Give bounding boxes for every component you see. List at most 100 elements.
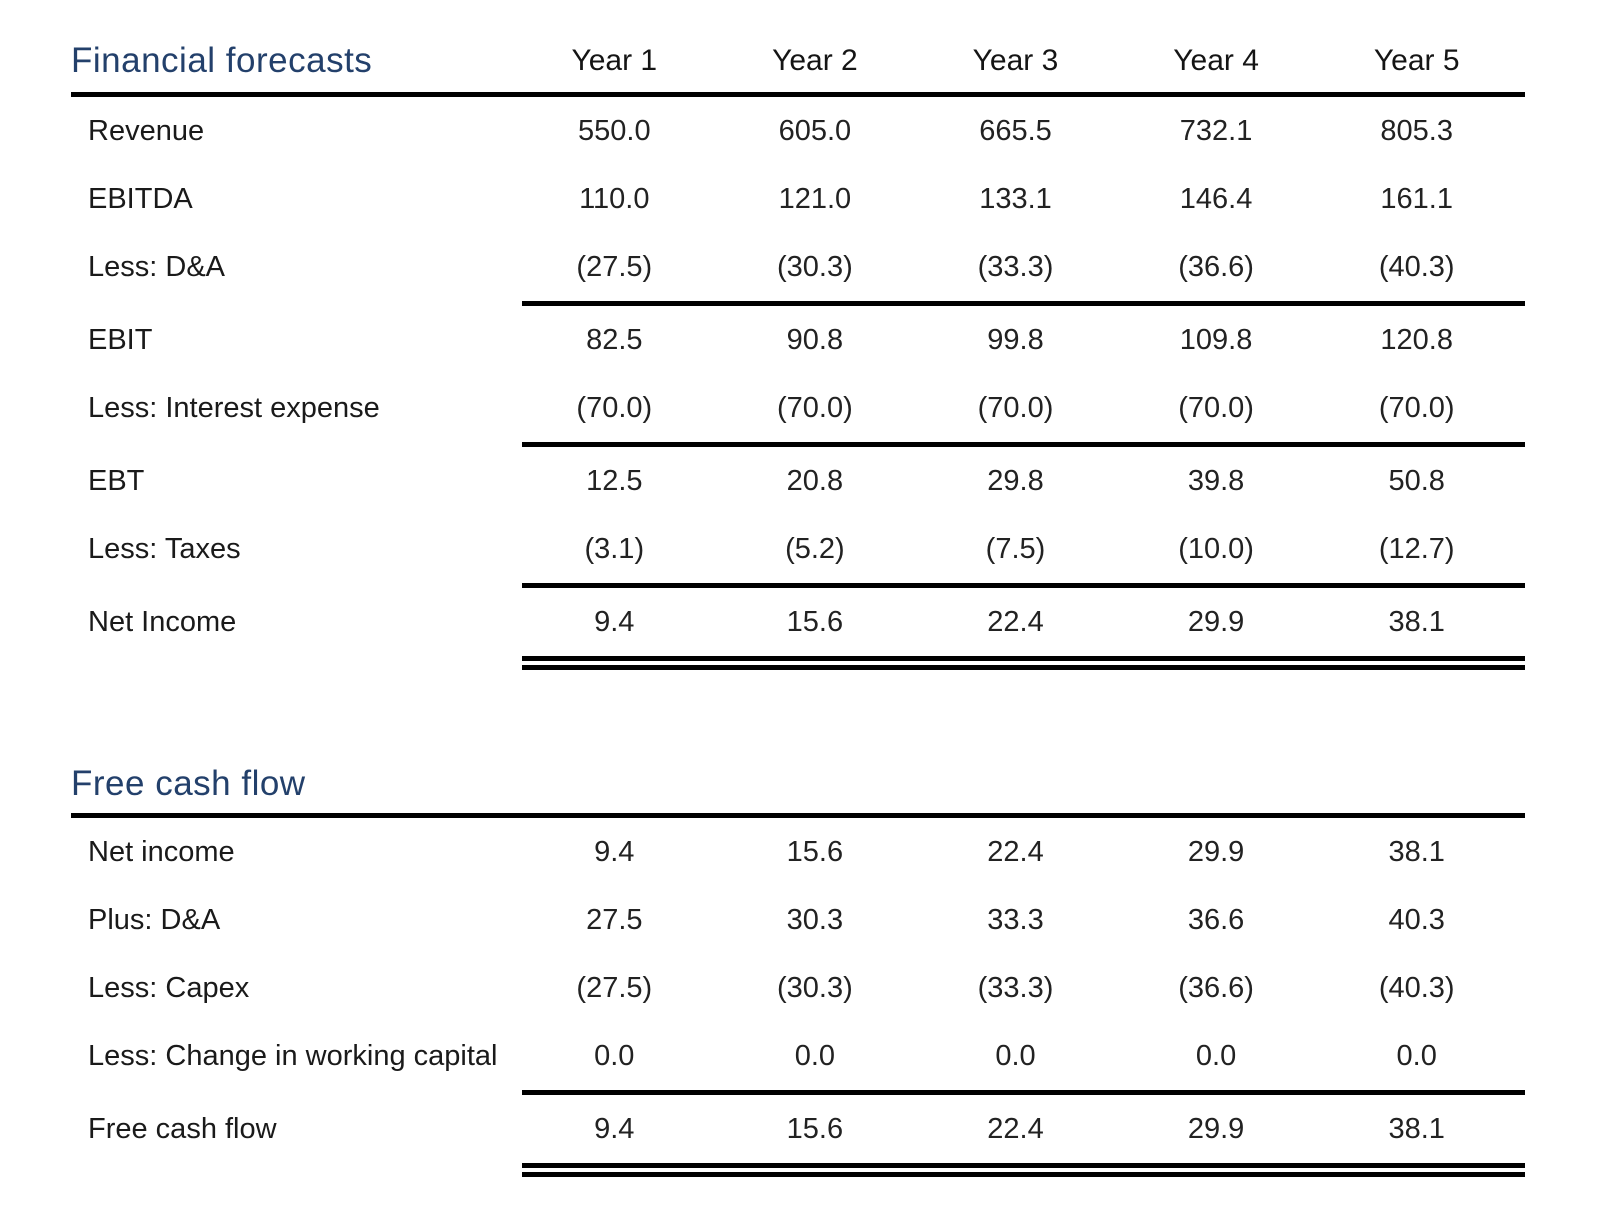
cell-value: 605.0 xyxy=(778,114,852,147)
row-label: Net income xyxy=(88,835,235,868)
cell-value: 99.8 xyxy=(987,323,1044,356)
cell-value: 120.8 xyxy=(1380,323,1453,356)
cell-value: 0.0 xyxy=(794,1039,836,1072)
financial-forecasts-rows: Revenue 550.0 605.0 665.5 732.1 805.3 EBITDA 11… xyxy=(71,97,1525,656)
cell-value: 29.8 xyxy=(987,464,1044,497)
cell-value: 133.1 xyxy=(979,182,1052,215)
cell-value: 15.6 xyxy=(786,835,844,868)
cell-value: (36.6) xyxy=(1178,250,1254,283)
cell-value: 0.0 xyxy=(1396,1039,1437,1072)
subtotal-rule xyxy=(522,1090,1525,1095)
cell-value: (36.6) xyxy=(1178,971,1254,1004)
cell-value: 36.6 xyxy=(1187,903,1245,936)
cell-value: (70.0) xyxy=(576,391,653,424)
cell-value: (30.3) xyxy=(777,250,853,283)
cell-value: (33.3) xyxy=(977,250,1054,283)
cell-value: 38.1 xyxy=(1388,1112,1445,1145)
table-row: Net Income 9.4 15.6 22.4 29.9 38.1 xyxy=(71,588,1525,656)
table-header-row: Free cash flow xyxy=(71,754,1525,818)
free-cash-flow-double-rule xyxy=(522,1163,1525,1177)
cell-value: 146.4 xyxy=(1179,182,1253,215)
cell-value: 665.5 xyxy=(979,114,1052,147)
year-column-header: Year 4 xyxy=(1173,44,1259,77)
row-label: Less: Change in working capital xyxy=(88,1039,498,1072)
cell-value: (27.5) xyxy=(576,971,653,1004)
cell-value: 121.0 xyxy=(778,182,852,215)
cell-value: 29.9 xyxy=(1187,605,1245,638)
cell-value: 0.0 xyxy=(594,1039,635,1072)
cell-value: 22.4 xyxy=(987,835,1044,868)
row-label: Less: Taxes xyxy=(88,532,241,565)
cell-value: 22.4 xyxy=(987,1112,1044,1145)
table-row: Revenue 550.0 605.0 665.5 732.1 805.3 xyxy=(71,97,1525,165)
cell-value: 40.3 xyxy=(1388,903,1445,936)
table-row: Net income 9.4 15.6 22.4 29.9 38.1 xyxy=(71,818,1525,886)
cell-value: (33.3) xyxy=(977,971,1054,1004)
cell-value: 29.9 xyxy=(1187,835,1245,868)
cell-value: 15.6 xyxy=(786,605,844,638)
row-label: Plus: D&A xyxy=(88,903,221,936)
cell-value: 39.8 xyxy=(1187,464,1245,497)
cell-value: 29.9 xyxy=(1187,1112,1245,1145)
table-row: Less: Taxes (3.1) (5.2) (7.5) (10.0) (12.7) xyxy=(71,515,1525,583)
row-label: Revenue xyxy=(88,114,205,147)
table-row: Plus: D&A 27.5 30.3 33.3 36.6 40.3 xyxy=(71,886,1525,954)
row-label: Net Income xyxy=(88,605,237,638)
year-column-header: Year 2 xyxy=(772,44,858,77)
row-label: EBITDA xyxy=(88,182,193,215)
cell-value: (70.0) xyxy=(1178,391,1254,424)
cell-value: (30.3) xyxy=(777,971,853,1004)
table-row: Less: Change in working capital 0.0 0.0 0.0… xyxy=(71,1022,1525,1090)
table-row: Less: Capex (27.5) (30.3) (33.3) (36.6) (40.3… xyxy=(71,954,1525,1022)
table-row: EBT 12.5 20.8 29.8 39.8 50.8 xyxy=(71,447,1525,515)
cell-value: (12.7) xyxy=(1378,532,1455,565)
cell-value: 22.4 xyxy=(987,605,1044,638)
row-label: EBT xyxy=(88,464,145,497)
row-label: Less: Interest expense xyxy=(88,391,380,424)
year-column-header: Year 3 xyxy=(972,44,1059,77)
cell-value: 0.0 xyxy=(1195,1039,1237,1072)
cell-value: 90.8 xyxy=(786,323,844,356)
net-income-double-rule xyxy=(522,656,1525,670)
free-cash-flow-rows: Net income 9.4 15.6 22.4 29.9 38.1 Plus: D&A 27… xyxy=(71,818,1525,1163)
cell-value: 550.0 xyxy=(578,114,651,147)
cell-value: 30.3 xyxy=(786,903,844,936)
cell-value: 38.1 xyxy=(1388,605,1445,638)
subtotal-rule xyxy=(522,301,1525,306)
cell-value: (70.0) xyxy=(977,391,1054,424)
table-row: Less: Interest expense (70.0) (70.0) (70.0)… xyxy=(71,374,1525,442)
section-title-financial-forecasts: Financial forecasts xyxy=(71,41,373,80)
cell-value: 82.5 xyxy=(586,323,643,356)
table-header-row: Financial forecasts Year 1 Year 2 Year 3 Ye… xyxy=(71,30,1525,97)
cell-value: (70.0) xyxy=(777,391,853,424)
table-row: Free cash flow 9.4 15.6 22.4 29.9 38.1 xyxy=(71,1095,1525,1163)
cell-value: (40.3) xyxy=(1378,250,1455,283)
cell-value: (3.1) xyxy=(584,532,645,565)
cell-value: 12.5 xyxy=(586,464,643,497)
year-column-header: Year 5 xyxy=(1373,44,1460,77)
cell-value: (10.0) xyxy=(1178,532,1254,565)
year-column-headers: Year 1 Year 2 Year 3 Year 4 Year 5 xyxy=(522,44,1525,78)
cell-value: 161.1 xyxy=(1380,182,1453,215)
row-label: Free cash flow xyxy=(88,1112,277,1145)
cell-value: 732.1 xyxy=(1179,114,1253,147)
financial-forecasts-section: Financial forecasts Year 1 Year 2 Year 3 Ye… xyxy=(71,30,1525,670)
cell-value: 33.3 xyxy=(987,903,1044,936)
year-column-header: Year 1 xyxy=(571,44,658,77)
table-row: EBITDA 110.0 121.0 133.1 146.4 161.1 xyxy=(71,165,1525,233)
cell-value: 27.5 xyxy=(586,903,643,936)
cell-value: (27.5) xyxy=(576,250,653,283)
subtotal-rule xyxy=(522,442,1525,447)
free-cash-flow-section: Free cash flow Net income 9.4 15.6 22.4 29.9… xyxy=(71,754,1525,1177)
cell-value: 20.8 xyxy=(786,464,844,497)
cell-value: (7.5) xyxy=(985,532,1046,565)
cell-value: (5.2) xyxy=(785,532,845,565)
cell-value: (70.0) xyxy=(1378,391,1455,424)
table-row: Less: D&A (27.5) (30.3) (33.3) (36.6) (40.3) xyxy=(71,233,1525,301)
financial-model-page: Financial forecasts Year 1 Year 2 Year 3 Ye… xyxy=(71,30,1525,1177)
cell-value: 38.1 xyxy=(1388,835,1445,868)
cell-value: 9.4 xyxy=(594,1112,635,1145)
row-label: EBIT xyxy=(88,323,153,356)
cell-value: 9.4 xyxy=(594,605,635,638)
cell-value: 9.4 xyxy=(594,835,635,868)
